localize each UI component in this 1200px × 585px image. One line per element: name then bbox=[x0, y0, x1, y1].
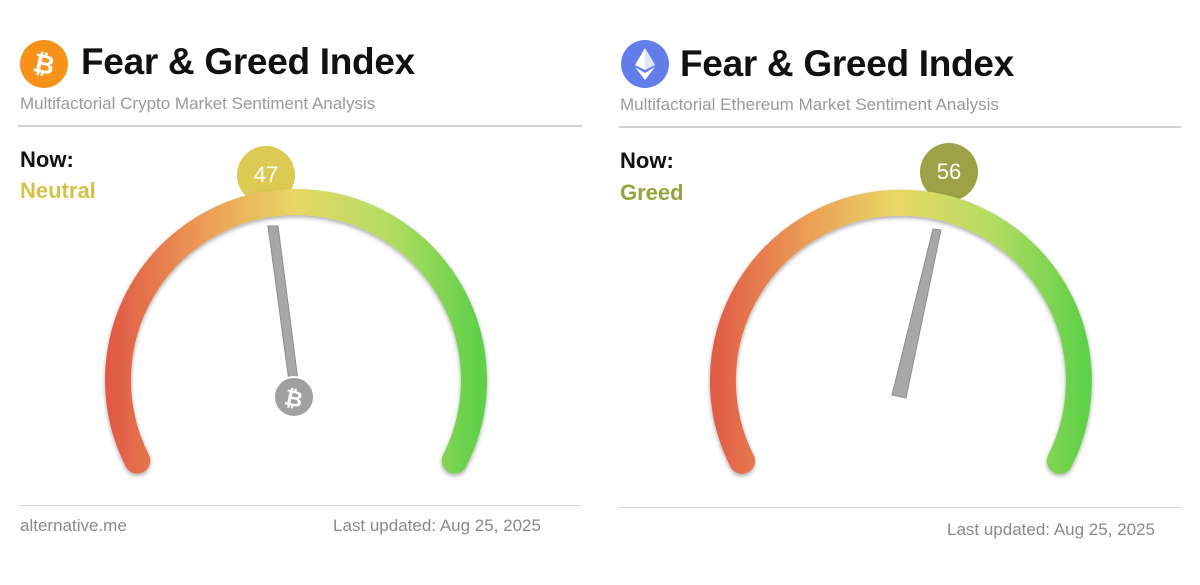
gauge-arc bbox=[105, 188, 487, 474]
sentiment-label: Neutral bbox=[20, 178, 96, 203]
card-title: Fear & Greed Index bbox=[81, 41, 415, 82]
sentiment-gauge bbox=[709, 189, 1092, 474]
bitcoin-icon: ₿ bbox=[20, 40, 68, 88]
index-value-badge: 56 bbox=[920, 143, 978, 201]
gauge-needle bbox=[267, 225, 300, 390]
index-value: 56 bbox=[936, 159, 962, 184]
ethereum-icon bbox=[621, 40, 669, 88]
source-link[interactable]: alternative.me bbox=[20, 516, 127, 535]
card-subtitle: Multifactorial Crypto Market Sentiment A… bbox=[20, 94, 376, 113]
gauge-arc bbox=[709, 189, 1092, 474]
footer-divider bbox=[18, 505, 582, 506]
sentiment-gauge: ₿ bbox=[105, 188, 487, 474]
sentiment-label: Greed bbox=[620, 180, 684, 205]
now-label: Now: bbox=[20, 147, 74, 172]
card-subtitle: Multifactorial Ethereum Market Sentiment… bbox=[620, 95, 999, 114]
gauge-needle bbox=[891, 228, 942, 399]
divider bbox=[619, 126, 1181, 128]
footer-divider bbox=[619, 507, 1181, 508]
fear-greed-card-crypto: ₿ Fear & Greed Index Multifactorial Cryp… bbox=[18, 40, 582, 535]
divider bbox=[18, 125, 582, 127]
needle-hub bbox=[273, 376, 315, 418]
last-updated: Last updated: Aug 25, 2025 bbox=[947, 520, 1155, 539]
now-label: Now: bbox=[620, 148, 674, 173]
fear-greed-card-ethereum: Fear & Greed Index Multifactorial Ethere… bbox=[600, 0, 1200, 585]
bitcoin-hub-icon: ₿ bbox=[282, 384, 305, 412]
card-title: Fear & Greed Index bbox=[680, 43, 1014, 84]
last-updated: Last updated: Aug 25, 2025 bbox=[333, 516, 541, 535]
index-value: 47 bbox=[253, 162, 279, 187]
